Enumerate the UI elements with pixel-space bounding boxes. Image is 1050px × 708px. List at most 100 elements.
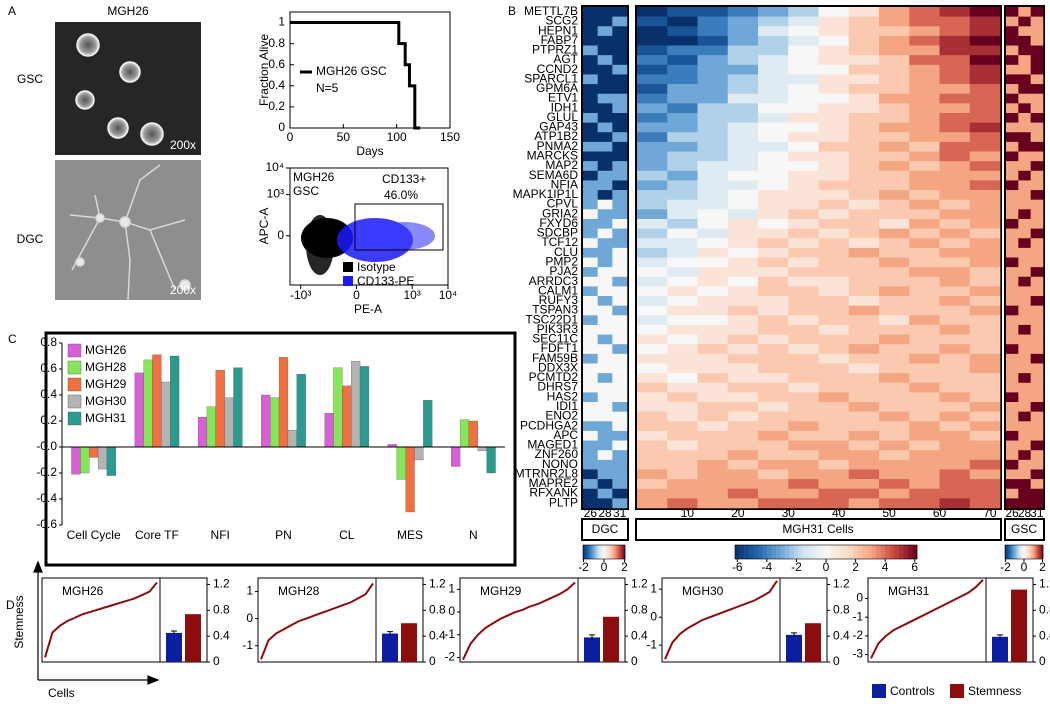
heatmap-cell xyxy=(637,276,668,287)
heatmap-cell xyxy=(758,151,789,162)
image-title: MGH26 xyxy=(107,4,149,18)
heatmap-cell xyxy=(1030,440,1044,451)
heatmap-cell xyxy=(612,421,628,432)
heatmap-cell xyxy=(667,392,698,403)
y-axis-label: APC-A xyxy=(257,208,271,245)
heatmap-cell xyxy=(597,488,613,499)
heatmap-cell xyxy=(612,411,628,422)
x-tick-label: -10³ xyxy=(290,288,311,302)
x-axis-label: PE-A xyxy=(354,302,382,316)
colorbar-segment xyxy=(889,545,895,559)
legend-label: MGH28 xyxy=(85,360,127,374)
heatmap-cell xyxy=(727,238,759,249)
heatmap-cell xyxy=(1006,305,1019,316)
heatmap-cell xyxy=(758,122,789,133)
heatmap-cell xyxy=(909,296,940,306)
gene-label: ARRDC3 xyxy=(529,274,579,288)
x-tick-label: CL xyxy=(339,528,355,542)
heatmap-cell xyxy=(788,315,819,326)
y-tick-label: 0 xyxy=(278,120,285,134)
plot-title: MGH26 xyxy=(62,584,104,598)
bar xyxy=(233,367,243,448)
plot-title: MGH28 xyxy=(278,584,320,598)
survival-frame xyxy=(289,11,451,129)
heatmap-cell xyxy=(697,392,729,403)
bar xyxy=(396,446,406,480)
heatmap-cell xyxy=(879,479,910,490)
heatmap-cell xyxy=(583,257,598,268)
heatmap-cell xyxy=(583,392,598,403)
gene-label: CALM1 xyxy=(538,283,578,297)
heatmap-cell xyxy=(612,55,628,66)
heatmap-cell xyxy=(758,103,789,114)
bar xyxy=(296,374,306,448)
heatmap-cell xyxy=(969,199,1001,210)
heatmap-cell xyxy=(939,16,971,27)
heatmap-cell xyxy=(1006,353,1019,364)
heatmap-cell xyxy=(1018,344,1031,355)
heatmap-cell xyxy=(1030,402,1044,412)
heatmap-cell xyxy=(1030,344,1044,355)
heatmap-cell xyxy=(637,411,668,422)
column-label: 28 xyxy=(598,506,612,520)
heatmap-cell xyxy=(969,112,1001,123)
y-tick-label: 0.8 xyxy=(40,335,57,349)
heatmap-cell xyxy=(788,93,819,104)
heatmap-cell xyxy=(612,392,628,403)
heatmap-cell xyxy=(879,45,910,56)
y-tick-label: 0.8 xyxy=(268,36,285,50)
heatmap-cell xyxy=(939,450,971,461)
heatmap-cell xyxy=(909,238,940,249)
legend-label: Controls xyxy=(890,684,935,698)
heatmap-cell xyxy=(909,257,940,268)
heatmap-cell xyxy=(879,180,910,191)
heatmap-cell xyxy=(848,84,880,95)
heatmap-cell xyxy=(1030,190,1044,200)
heatmap-cell xyxy=(727,7,759,17)
heatmap-cell xyxy=(909,209,940,220)
heatmap-cell xyxy=(597,55,613,66)
heatmap-cell xyxy=(583,488,598,499)
colorbar-segment xyxy=(880,545,886,559)
heatmap-cell xyxy=(848,430,880,441)
heatmap-cell xyxy=(818,411,850,422)
heatmap-cell xyxy=(818,353,850,364)
legend-label: Isotype xyxy=(357,260,396,274)
heatmap-cell xyxy=(969,141,1001,152)
heatmap-cell xyxy=(727,296,759,306)
heatmap-cell xyxy=(848,64,880,75)
heatmap-cell xyxy=(788,392,819,403)
colorbar-segment xyxy=(1033,545,1035,559)
heatmap-cell xyxy=(637,132,668,143)
heatmap-cell xyxy=(1006,122,1019,133)
heatmap-cell xyxy=(637,267,668,278)
heatmap-cell xyxy=(597,459,613,470)
heatmap-cell xyxy=(1006,411,1019,422)
bar xyxy=(97,446,108,470)
heatmap-cell xyxy=(818,74,850,85)
heatmap-cell xyxy=(758,430,789,441)
heatmap-cell xyxy=(848,344,880,355)
gene-label: PCMTD2 xyxy=(529,370,579,384)
x-tick-label: NFI xyxy=(210,528,230,542)
colorbar-segment xyxy=(604,545,606,559)
gene-label: PJA2 xyxy=(549,264,578,278)
heatmap-cell xyxy=(697,402,729,412)
heatmap-cell xyxy=(818,257,850,268)
heatmap-cell xyxy=(848,103,880,114)
colorbar-segment xyxy=(762,545,768,559)
heatmap-cell xyxy=(583,267,598,278)
heatmap-cell xyxy=(637,257,668,268)
heatmap-cell xyxy=(612,26,628,37)
heatmap-cell xyxy=(939,247,971,258)
heatmap-cell xyxy=(637,479,668,490)
y2-tick-label: 1.2 xyxy=(429,577,446,591)
colorbar-segment xyxy=(839,545,845,559)
heatmap-cell xyxy=(909,430,940,441)
heatmap-cell xyxy=(909,286,940,297)
gene-label: SPARCL1 xyxy=(524,71,578,85)
heatmap-cell xyxy=(1030,469,1044,480)
heatmap-cell xyxy=(583,324,598,335)
image-label: DGC xyxy=(17,232,44,246)
colorbar-segment xyxy=(587,545,589,559)
